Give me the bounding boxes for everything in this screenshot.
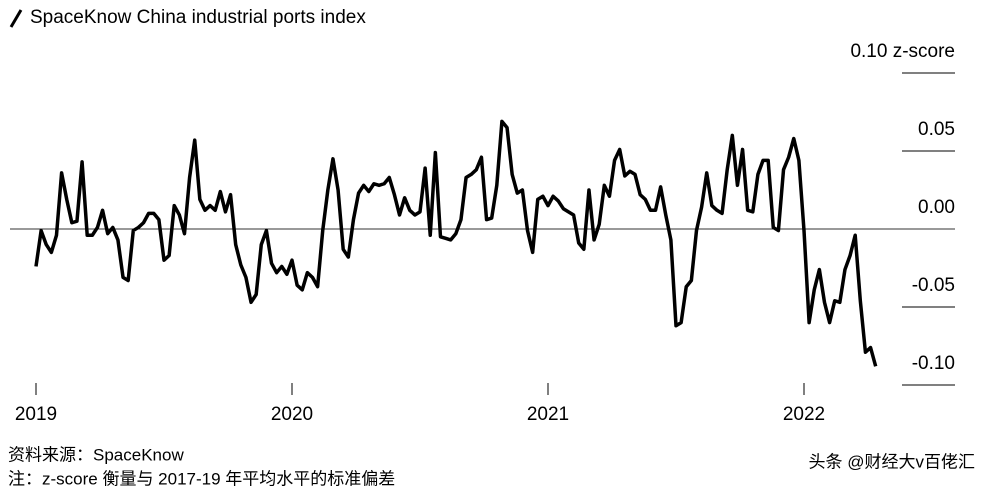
y-tick-label: -0.05 bbox=[912, 275, 955, 296]
y-tick-label: 0.05 bbox=[918, 119, 955, 140]
x-tick-label: 2019 bbox=[15, 404, 57, 425]
title-icon bbox=[9, 9, 23, 28]
note: 注：z-score 衡量与 2017-19 年平均水平的标准偏差 bbox=[8, 469, 395, 488]
x-tick-label: 2022 bbox=[783, 404, 825, 425]
source: 资料来源：SpaceKnow bbox=[8, 445, 184, 464]
x-tick-label: 2020 bbox=[271, 404, 313, 425]
y-tick-label: -0.10 bbox=[912, 353, 955, 374]
data-line bbox=[34, 119, 878, 367]
y-tick-label: 0.10 z-score bbox=[850, 41, 955, 62]
chart-title: SpaceKnow China industrial ports index bbox=[30, 7, 366, 28]
watermark: 头条 @财经大v百佬汇 bbox=[809, 452, 975, 471]
x-tick-label: 2021 bbox=[527, 404, 569, 425]
y-tick-label: 0.00 bbox=[918, 197, 955, 218]
